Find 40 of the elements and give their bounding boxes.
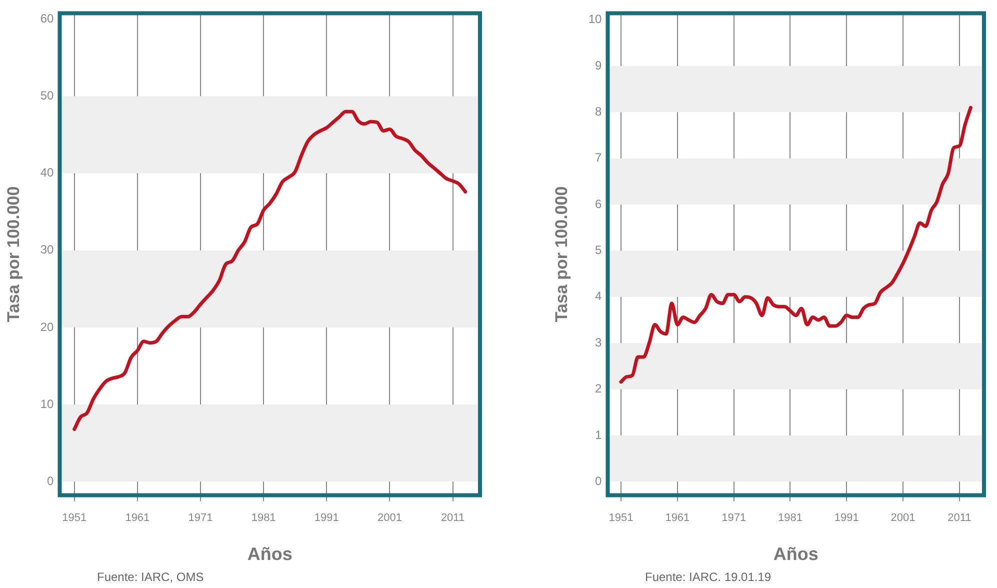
y-tick-label: 10 — [40, 396, 54, 411]
y-axis-title: Tasa por 100.000 — [552, 186, 571, 322]
y-tick-label: 8 — [595, 104, 602, 118]
x-tick-label: 1951 — [608, 512, 634, 524]
y-tick-label: 10 — [588, 12, 602, 26]
x-tick-label: 2011 — [948, 512, 972, 524]
y-tick-label: 1 — [595, 428, 602, 442]
x-tick-label: 1991 — [834, 512, 859, 524]
x-axis-title: Años — [247, 544, 292, 564]
y-tick-label: 5 — [595, 243, 602, 258]
y-tick-label: 7 — [595, 150, 602, 165]
y-tick-label: 4 — [595, 289, 602, 304]
x-tick-label: 1971 — [188, 512, 213, 524]
y-tick-label: 50 — [40, 88, 54, 102]
x-tick-label: 1991 — [314, 512, 339, 524]
x-tick-label: 2011 — [440, 512, 465, 524]
y-tick-label: 0 — [595, 474, 602, 488]
x-tick-label: 2001 — [377, 512, 402, 524]
x-tick-label: 1961 — [125, 512, 150, 524]
y-tick-label: 20 — [40, 320, 54, 334]
y-tick-label: 9 — [595, 58, 602, 72]
x-tick-label: 1961 — [665, 512, 690, 524]
y-tick-label: 3 — [595, 335, 602, 350]
x-tick-label: 1981 — [778, 512, 802, 524]
x-axis-title: Años — [773, 544, 818, 564]
x-tick-label: 1971 — [722, 512, 746, 524]
source-note: Fuente: IARC. 19.01.19 — [645, 570, 772, 584]
line-series — [72, 110, 468, 431]
x-tick-label: 2001 — [890, 512, 916, 524]
y-tick-label: 30 — [40, 242, 54, 257]
y-tick-label: 0 — [47, 474, 54, 488]
line-series — [619, 106, 972, 384]
y-axis-title: Tasa por 100.000 — [4, 186, 23, 322]
source-note: Fuente: IARC, OMS — [97, 570, 204, 584]
x-tick-label: 1951 — [62, 512, 87, 524]
y-tick-label: 2 — [595, 382, 602, 396]
y-tick-label: 60 — [40, 11, 54, 26]
y-tick-label: 6 — [595, 196, 602, 211]
y-tick-label: 40 — [40, 166, 54, 180]
x-tick-label: 1981 — [251, 512, 276, 524]
